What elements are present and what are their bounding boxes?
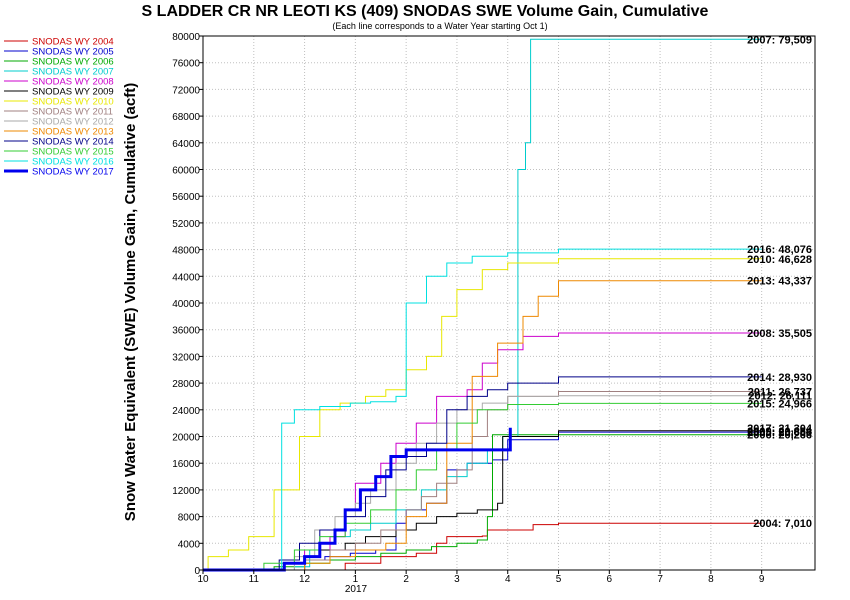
x-tick-label: 5 [556, 574, 562, 585]
y-axis-label: Snow Water Equivalent (SWE) Volume Gain,… [122, 83, 139, 521]
x-tick-label: 6 [607, 574, 613, 585]
x-tick-label: 2 [403, 574, 409, 585]
series-end-label: 2015: 24,966 [747, 398, 812, 410]
legend-entry: SNODAS WY 2005 [32, 47, 114, 58]
series-end-label: 2017: 21,304 [747, 423, 813, 435]
y-tick-label: 24000 [172, 406, 200, 417]
series-end-label: 2010: 46,628 [747, 254, 812, 266]
series-line [203, 376, 762, 571]
y-tick-label: 4000 [178, 539, 201, 550]
y-tick-label: 48000 [172, 246, 200, 257]
y-tick-label: 56000 [172, 192, 200, 203]
series-line [203, 248, 762, 571]
x-year-label: 2017 [345, 584, 368, 595]
legend-entry: SNODAS WY 2012 [32, 117, 114, 128]
x-tick-label: 3 [454, 574, 460, 585]
y-tick-label: 76000 [172, 59, 200, 70]
legend-entry: SNODAS WY 2013 [32, 127, 114, 138]
y-tick-label: 44000 [172, 272, 200, 283]
x-tick-label: 1 [353, 574, 359, 585]
series-line [203, 402, 762, 571]
y-tick-label: 52000 [172, 219, 200, 230]
legend-entry: SNODAS WY 2014 [32, 137, 114, 148]
series-end-label: 2011: 26,737 [748, 387, 812, 399]
series-end-label: 2008: 35,505 [747, 328, 812, 340]
legend-entry: SNODAS WY 2016 [32, 157, 114, 168]
legend-entry: SNODAS WY 2009 [32, 87, 114, 98]
series-end-label: 2005: 20,660 [747, 427, 812, 439]
y-tick-label: 68000 [172, 112, 200, 123]
chart-subtitle: (Each line corresponds to a Water Year s… [332, 21, 547, 31]
y-tick-label: 32000 [172, 352, 200, 363]
y-tick-label: 36000 [172, 326, 200, 337]
series-line [203, 434, 762, 571]
x-tick-label: 11 [249, 574, 260, 585]
series-line [203, 395, 762, 571]
y-tick-label: 72000 [172, 85, 200, 96]
legend-entry: SNODAS WY 2017 [32, 167, 114, 178]
x-tick-label: 12 [299, 574, 311, 585]
series-end-label: 2006: 20,266 [747, 430, 812, 442]
y-tick-label: 20000 [172, 433, 200, 444]
series-line [203, 258, 762, 571]
y-tick-label: 60000 [172, 166, 200, 177]
series-end-label: 2016: 48,076 [747, 244, 812, 256]
series-end-label: 2004: 7,010 [753, 518, 812, 530]
y-tick-label: 8000 [178, 513, 201, 524]
legend-entry: SNODAS WY 2011 [32, 107, 113, 118]
series-lines [203, 38, 762, 572]
y-tick-label: 16000 [172, 459, 200, 470]
x-tick-label: 10 [197, 574, 209, 585]
y-tick-label: 28000 [172, 379, 200, 390]
series-end-label: 2009: 20,854 [747, 426, 813, 438]
series-line [203, 522, 762, 571]
series-end-label: 2012: 26,111 [748, 391, 812, 403]
series-line [203, 280, 762, 571]
series-line [203, 431, 762, 571]
legend-entry: SNODAS WY 2015 [32, 147, 114, 158]
legend-entry: SNODAS WY 2004 [32, 37, 114, 48]
legend-entry: SNODAS WY 2007 [32, 67, 114, 78]
y-tick-label: 80000 [172, 32, 200, 43]
x-tick-label: 7 [657, 574, 663, 585]
series-line [203, 430, 762, 571]
series-end-label: 2013: 43,337 [747, 276, 812, 288]
y-tick-label: 64000 [172, 139, 200, 150]
y-tick-label: 12000 [172, 486, 200, 497]
y-ticks: 0 4000 8000 12000 16000 20000 24000 28000 32000 3… [172, 32, 203, 577]
legend-entry: SNODAS WY 2010 [32, 97, 114, 108]
x-tick-label: 4 [505, 574, 511, 585]
y-tick-label: 40000 [172, 299, 200, 310]
legend-entry: SNODAS WY 2006 [32, 57, 114, 68]
x-ticks: 10 11 12 1 2 3 4 5 6 7 8 9 [197, 570, 765, 585]
x-tick-label: 8 [708, 574, 714, 585]
series-end-label: 2014: 28,930 [747, 372, 812, 384]
series-end-label: 2007: 79,509 [747, 34, 812, 46]
legend-entry: SNODAS WY 2008 [32, 77, 114, 88]
series-line [203, 332, 762, 571]
x-tick-label: 9 [759, 574, 765, 585]
y-tick-label: 0 [194, 566, 200, 577]
series-line [203, 427, 512, 572]
chart-title: S LADDER CR NR LEOTI KS (409) SNODAS SWE… [142, 3, 709, 20]
